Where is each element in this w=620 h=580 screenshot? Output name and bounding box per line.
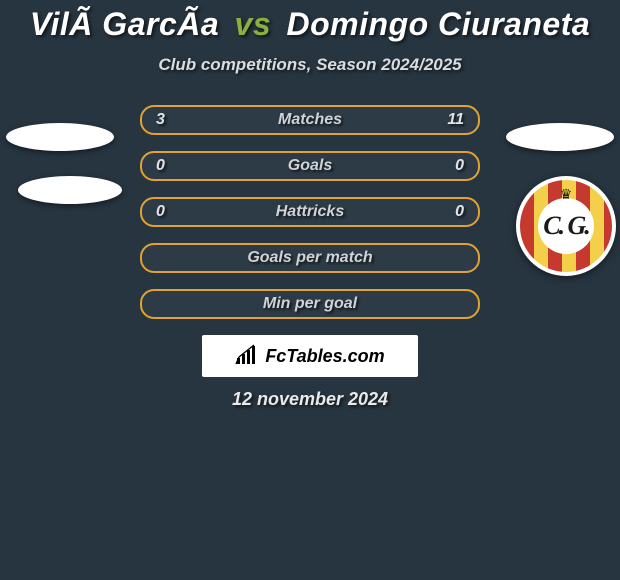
stat-row-goals: 0 Goals 0 xyxy=(140,151,480,181)
stat-label: Goals xyxy=(142,157,478,175)
player2-name: Domingo Ciuraneta xyxy=(287,6,591,42)
date: 12 november 2024 xyxy=(0,389,620,410)
stat-row-matches: 3 Matches 11 xyxy=(140,105,480,135)
page-title: VilÃ GarcÃa vs Domingo Ciuraneta xyxy=(0,6,620,43)
bar-chart-icon xyxy=(235,344,259,368)
player1-name: VilÃ GarcÃa xyxy=(30,6,219,42)
stat-label: Hattricks xyxy=(142,203,478,221)
stat-right: 0 xyxy=(455,157,464,175)
stat-label: Goals per match xyxy=(142,249,478,267)
attribution: FcTables.com xyxy=(202,335,418,377)
stat-row-goals-per-match: Goals per match xyxy=(140,243,480,273)
stat-row-min-per-goal: Min per goal xyxy=(140,289,480,319)
stats-container: 3 Matches 11 0 Goals 0 0 Hattricks 0 Goa… xyxy=(0,105,620,319)
stat-right: 0 xyxy=(455,203,464,221)
stat-label: Min per goal xyxy=(142,295,478,313)
vs-label: vs xyxy=(235,6,272,42)
stat-right: 11 xyxy=(447,111,464,129)
subtitle: Club competitions, Season 2024/2025 xyxy=(0,55,620,75)
attribution-text: FcTables.com xyxy=(265,346,384,367)
stat-row-hattricks: 0 Hattricks 0 xyxy=(140,197,480,227)
stat-label: Matches xyxy=(142,111,478,129)
